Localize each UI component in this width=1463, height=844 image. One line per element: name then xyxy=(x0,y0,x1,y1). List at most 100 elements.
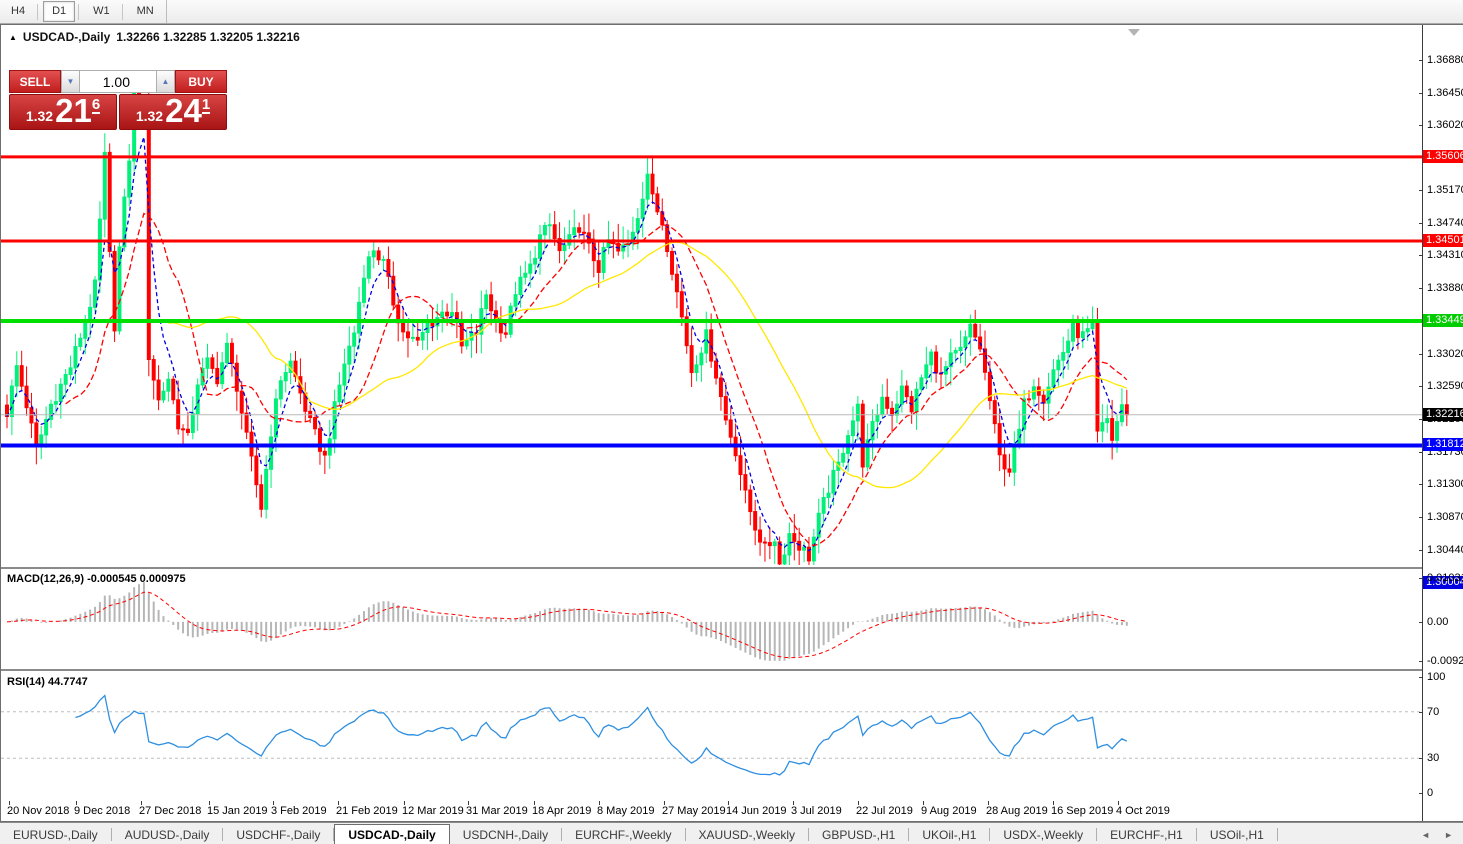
chart-tab-usdchf-daily[interactable]: USDCHF-,Daily xyxy=(236,828,321,842)
price-chart-canvas[interactable] xyxy=(1,25,1422,567)
price-axis-tick xyxy=(1419,60,1423,61)
macd-axis-label: -0.009203 xyxy=(1427,655,1463,667)
price-axis-label: 1.30870 xyxy=(1427,511,1463,524)
date-axis-tick xyxy=(1053,801,1054,805)
sell-price-pips: 21 xyxy=(55,92,92,129)
macd-axis-label: 0.00 xyxy=(1427,615,1449,628)
chart-tab-eurchf-h1[interactable]: EURCHF-,H1 xyxy=(1110,828,1183,842)
volume-increase-button[interactable]: ▲ xyxy=(156,70,175,93)
macd-axis-label: 0.010311 xyxy=(1427,572,1463,584)
chart-tab-bar: EURUSD-,Daily AUDUSD-,Daily USDCHF-,Daily U… xyxy=(0,822,1463,844)
price-line-badge: 1.31812 xyxy=(1423,438,1463,452)
macd-indicator-canvas[interactable] xyxy=(1,570,1422,669)
price-axis-label: 1.31300 xyxy=(1427,478,1463,491)
tab-separator xyxy=(908,828,910,841)
sell-price-point: 6 xyxy=(91,96,101,114)
buy-price-point: 1 xyxy=(201,96,211,114)
price-axis[interactable]: 1.36880 1.36450 1.36020 1.35170 1.34740 1.343… xyxy=(1419,25,1463,821)
chart-ohlc-values: 1.32266 1.32285 1.32205 1.32216 xyxy=(116,30,300,44)
rsi-indicator-label: RSI(14) 44.7747 xyxy=(7,676,88,688)
chart-tab-usdcnh-daily[interactable]: USDCNH-,Daily xyxy=(462,828,549,842)
price-line-badge: 1.30004 xyxy=(1423,575,1463,589)
tab-separator xyxy=(333,828,335,841)
chart-window: ▲ USDCAD-,Daily 1.32266 1.32285 1.32205 … xyxy=(0,24,1463,822)
date-axis-tick xyxy=(728,801,729,805)
price-line-badge: 1.33449 xyxy=(1423,313,1463,327)
price-axis-label: 1.33880 xyxy=(1427,282,1463,295)
tab-separator xyxy=(110,828,112,841)
price-axis-tick xyxy=(1419,419,1423,420)
timeframe-button-d1[interactable]: D1 xyxy=(43,1,76,22)
tabs-scroll-left-icon[interactable]: ◄ xyxy=(1421,830,1431,840)
price-axis-tick xyxy=(1419,386,1423,388)
buy-quote-box[interactable]: 1.32 24 1 xyxy=(119,94,227,130)
rsi-axis-label: 0 xyxy=(1427,787,1434,799)
date-axis-label: 16 Sep 2019 xyxy=(1051,805,1114,817)
toolbar-separator xyxy=(121,3,123,20)
chart-tab-eurchf-weekly[interactable]: EURCHF-,Weekly xyxy=(575,828,672,842)
rsi-axis-tick xyxy=(1419,793,1423,794)
chart-tab-usdcad-daily[interactable]: USDCAD-,Daily xyxy=(334,824,450,844)
price-axis-tick xyxy=(1419,125,1423,127)
tab-separator xyxy=(1276,828,1278,841)
date-axis-label: 28 Aug 2019 xyxy=(986,805,1048,817)
timeframe-button-h4[interactable]: H4 xyxy=(11,5,26,17)
toolbar-separator xyxy=(37,3,39,20)
date-axis-label: 3 Feb 2019 xyxy=(271,805,327,817)
date-axis-label: 12 Mar 2019 xyxy=(402,805,464,817)
date-axis-tick xyxy=(858,801,859,805)
macd-axis-tick xyxy=(1419,578,1423,579)
date-axis-label: 20 Nov 2018 xyxy=(7,805,70,817)
timeframe-button-mn[interactable]: MN xyxy=(136,5,154,17)
date-axis-tick xyxy=(923,801,924,805)
tab-separator xyxy=(808,828,809,841)
price-axis-tick xyxy=(1419,255,1423,257)
chart-tab-gbpusd-h1[interactable]: GBPUSD-,H1 xyxy=(822,828,896,842)
date-axis-tick xyxy=(1118,801,1119,805)
price-axis-tick xyxy=(1419,484,1423,486)
date-axis-tick xyxy=(9,801,10,805)
tab-separator xyxy=(684,828,686,841)
chart-tab-usdx-weekly[interactable]: USDX-,Weekly xyxy=(1003,828,1084,842)
date-axis-tick xyxy=(664,801,665,805)
price-line-badge: 1.34501 xyxy=(1423,233,1463,247)
volume-decrease-button[interactable]: ▼ xyxy=(61,70,80,93)
rsi-indicator-canvas[interactable] xyxy=(1,672,1422,801)
volume-input[interactable]: 1.00 xyxy=(80,70,156,93)
rsi-axis-tick xyxy=(1419,677,1423,678)
price-axis-label: 1.30440 xyxy=(1427,543,1463,556)
spin-down-icon: ▼ xyxy=(66,77,75,86)
timeframe-button-w1[interactable]: W1 xyxy=(93,5,110,17)
date-axis-tick xyxy=(76,801,77,805)
sell-quote-box[interactable]: 1.32 21 6 xyxy=(9,94,117,130)
chart-tab-ukoil-h1[interactable]: UKOil-,H1 xyxy=(922,828,977,842)
price-axis-label: 1.34740 xyxy=(1427,216,1463,229)
price-line-badge: 1.32216 xyxy=(1423,407,1463,421)
chart-shift-marker-icon[interactable] xyxy=(1128,29,1140,36)
panel-divider-rsi[interactable] xyxy=(1,669,1463,672)
price-axis-label: 1.33020 xyxy=(1427,347,1463,360)
chart-tab-usoil-h1[interactable]: USOil-,H1 xyxy=(1209,828,1264,842)
timeframe-toolbar: H4 D1 W1 MN xyxy=(0,0,1463,24)
price-axis-label: 1.34310 xyxy=(1427,249,1463,262)
sell-button[interactable]: SELL xyxy=(9,70,61,93)
tab-separator xyxy=(1096,828,1098,841)
buy-button[interactable]: BUY xyxy=(175,70,227,93)
panel-divider-macd[interactable] xyxy=(1,567,1463,570)
tabs-scroll-right-icon[interactable]: ► xyxy=(1444,830,1453,840)
chart-tab-audusd-daily[interactable]: AUDUSD-,Daily xyxy=(124,828,210,842)
price-axis-tick xyxy=(1419,353,1423,355)
date-axis-tick xyxy=(273,801,274,805)
toolbar-separator xyxy=(165,0,167,23)
date-axis[interactable]: 20 Nov 2018 9 Dec 2018 27 Dec 2018 15 Jan 2… xyxy=(1,801,1422,821)
chart-tab-eurusd-daily[interactable]: EURUSD-,Daily xyxy=(13,828,98,842)
date-axis-tick xyxy=(209,801,210,805)
price-axis-tick xyxy=(1419,549,1423,551)
chart-tab-xauusd-weekly[interactable]: XAUUSD-,Weekly xyxy=(698,828,795,842)
date-axis-tick xyxy=(534,801,535,805)
collapse-arrow-icon[interactable]: ▲ xyxy=(9,32,17,42)
price-axis-label: 1.32590 xyxy=(1427,380,1463,393)
date-axis-label: 22 Jul 2019 xyxy=(856,805,913,817)
one-click-trading-panel: SELL ▼ 1.00 ▲ BUY 1.32 21 6 1.32 24 xyxy=(9,70,227,130)
